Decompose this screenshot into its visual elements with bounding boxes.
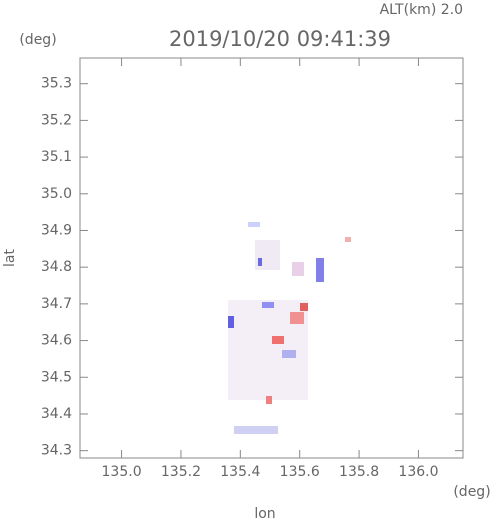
echo <box>282 350 296 358</box>
y-tick-label: 34.5 <box>41 369 72 385</box>
x-tick-label: 135.4 <box>220 464 260 480</box>
chart-subtitle: ALT(km) 2.0 <box>380 2 463 18</box>
y-tick-label: 35.3 <box>41 76 72 92</box>
echo <box>272 336 284 344</box>
y-tick-label: 34.4 <box>41 406 72 422</box>
x-unit: (deg) <box>453 484 490 500</box>
echo <box>266 396 272 404</box>
y-axis-label: lat <box>2 249 18 267</box>
echo <box>234 426 278 434</box>
x-tick-label: 135.0 <box>102 464 142 480</box>
echo-field <box>228 222 351 434</box>
y-tick-label: 34.3 <box>41 443 72 459</box>
y-tick-label: 35.0 <box>41 186 72 202</box>
x-axis-label: lon <box>254 506 275 521</box>
plot-frame <box>79 57 464 459</box>
echo <box>262 302 274 308</box>
y-tick-label: 34.9 <box>41 222 72 238</box>
echo <box>248 222 260 227</box>
y-tick-label: 34.8 <box>41 259 72 275</box>
x-tick-label: 136.0 <box>398 464 438 480</box>
echo <box>228 316 234 328</box>
y-tick-label: 34.7 <box>41 296 72 312</box>
echo <box>258 258 262 266</box>
echo <box>292 262 304 276</box>
x-tick-label: 135.6 <box>280 464 320 480</box>
y-tick-label: 35.1 <box>41 149 72 165</box>
y-tick-label: 35.2 <box>41 112 72 128</box>
echo <box>290 312 304 324</box>
x-tick-label: 135.2 <box>161 464 201 480</box>
y-unit: (deg) <box>19 32 56 48</box>
echo <box>345 237 351 242</box>
echo <box>316 258 324 282</box>
echo <box>300 303 308 311</box>
y-tick-label: 34.6 <box>41 333 72 349</box>
chart-title: 2019/10/20 09:41:39 <box>169 27 391 51</box>
x-tick-label: 135.8 <box>339 464 379 480</box>
